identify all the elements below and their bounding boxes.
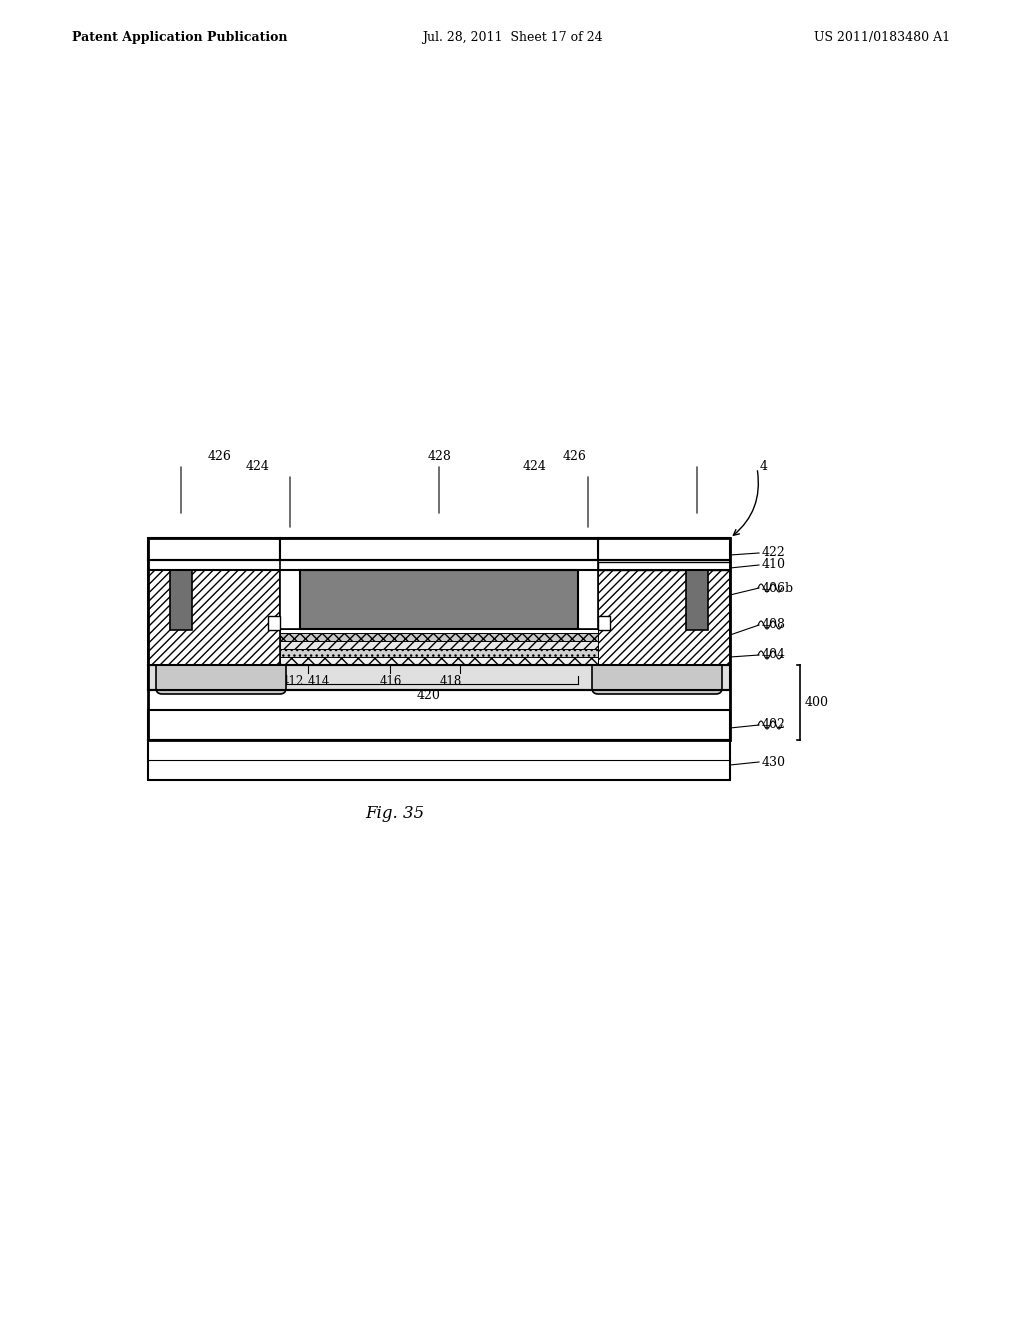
Text: 412: 412: [282, 675, 304, 688]
Bar: [148, 665, 730, 690]
Bar: [280, 649, 598, 657]
Text: 420: 420: [417, 689, 441, 702]
Text: 424: 424: [523, 459, 547, 473]
Bar: [598, 560, 730, 570]
Bar: [148, 710, 730, 741]
FancyBboxPatch shape: [592, 624, 722, 694]
Bar: [280, 657, 598, 665]
Bar: [170, 570, 193, 630]
Text: US 2011/0183480 A1: US 2011/0183480 A1: [814, 30, 950, 44]
Text: 428: 428: [428, 450, 452, 463]
Text: 416: 416: [380, 675, 402, 688]
Bar: [148, 560, 280, 570]
Text: 418: 418: [440, 675, 462, 688]
Text: Jul. 28, 2011  Sheet 17 of 24: Jul. 28, 2011 Sheet 17 of 24: [422, 30, 602, 44]
Bar: [148, 741, 730, 780]
Text: 424: 424: [246, 459, 270, 473]
Text: 402: 402: [762, 718, 785, 731]
Text: 408: 408: [762, 619, 786, 631]
Text: 4: 4: [760, 459, 768, 473]
Text: 404: 404: [762, 648, 786, 661]
Text: 410: 410: [762, 558, 786, 572]
Bar: [686, 570, 708, 630]
Bar: [148, 570, 280, 665]
Text: 414: 414: [308, 675, 331, 688]
Text: 426: 426: [563, 450, 587, 463]
Text: 400: 400: [805, 697, 829, 710]
Bar: [148, 630, 730, 665]
Bar: [148, 539, 730, 741]
Bar: [280, 570, 300, 630]
Text: 430: 430: [762, 755, 786, 768]
Bar: [280, 634, 598, 642]
Text: 422: 422: [762, 546, 785, 560]
Bar: [268, 616, 280, 630]
Bar: [598, 570, 730, 665]
Text: Fig. 35: Fig. 35: [366, 805, 425, 822]
Bar: [598, 539, 730, 560]
Bar: [578, 570, 598, 630]
Bar: [148, 539, 280, 560]
Bar: [280, 630, 598, 634]
Bar: [280, 539, 598, 560]
FancyBboxPatch shape: [156, 624, 286, 694]
Bar: [280, 642, 598, 649]
Bar: [300, 570, 578, 630]
Text: Patent Application Publication: Patent Application Publication: [72, 30, 288, 44]
Text: 426: 426: [208, 450, 232, 463]
Bar: [598, 562, 730, 570]
Bar: [598, 616, 610, 630]
Text: 406b: 406b: [762, 582, 795, 594]
